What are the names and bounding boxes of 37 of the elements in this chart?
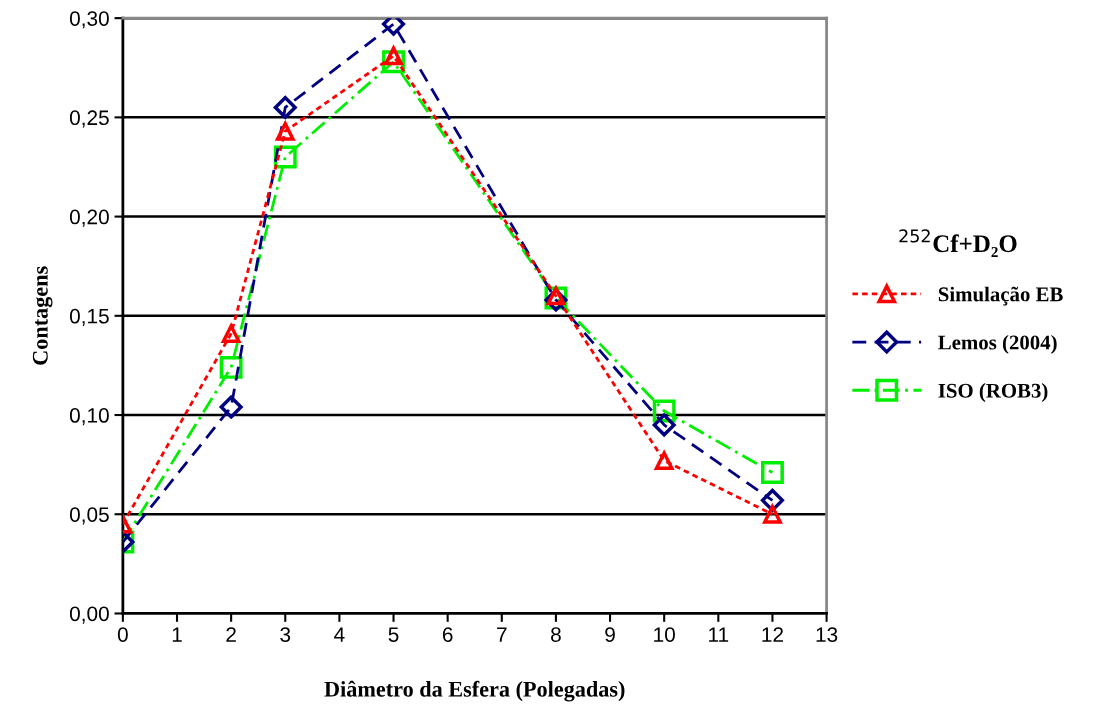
y-tick-label: 0,10 bbox=[69, 408, 109, 426]
point bbox=[219, 355, 243, 379]
point bbox=[384, 46, 403, 66]
point bbox=[221, 324, 241, 344]
point bbox=[219, 395, 243, 419]
y-tick-label: 0,05 bbox=[69, 507, 109, 525]
x-tick-label: 7 bbox=[497, 627, 507, 642]
y-tick-label: 0,20 bbox=[69, 209, 109, 227]
point bbox=[760, 461, 784, 485]
x-tick-label: 13 bbox=[816, 627, 838, 642]
x-tick-label: 1 bbox=[172, 627, 182, 642]
x-tick-label: 5 bbox=[388, 627, 399, 642]
y-tick-label: 0,25 bbox=[69, 110, 109, 128]
y-axis-title: Contagens bbox=[32, 266, 53, 365]
point bbox=[762, 502, 783, 524]
legend-label: ISO (ROB3) bbox=[938, 383, 1048, 402]
legend-title: $^{252}$Cf+D₂O bbox=[899, 229, 1017, 257]
legend-label: Simulação EB bbox=[938, 286, 1063, 306]
legend-label: Lemos (2004) bbox=[938, 334, 1057, 354]
x-tick-label: 9 bbox=[605, 627, 615, 642]
x-tick-label: 12 bbox=[762, 627, 783, 642]
point bbox=[652, 413, 676, 437]
x-tick-label: 11 bbox=[709, 627, 729, 642]
x-tick-label: 4 bbox=[334, 627, 345, 642]
x-tick-label: 3 bbox=[280, 627, 291, 642]
x-tick-label: 10 bbox=[654, 627, 675, 642]
point bbox=[273, 95, 297, 120]
x-tick-label: 2 bbox=[226, 627, 236, 642]
x-tick-label: 0 bbox=[117, 627, 128, 642]
x-tick-label: 6 bbox=[442, 627, 453, 642]
y-tick-label: 0,30 bbox=[69, 11, 109, 29]
x-axis-title: Diâmetro da Esfera (Polegadas) bbox=[324, 680, 625, 702]
point bbox=[654, 451, 674, 471]
x-tick-label: 8 bbox=[551, 627, 561, 642]
y-tick-label: 0,15 bbox=[69, 308, 109, 327]
point bbox=[274, 119, 296, 141]
y-tick-label: 0,00 bbox=[69, 606, 109, 624]
